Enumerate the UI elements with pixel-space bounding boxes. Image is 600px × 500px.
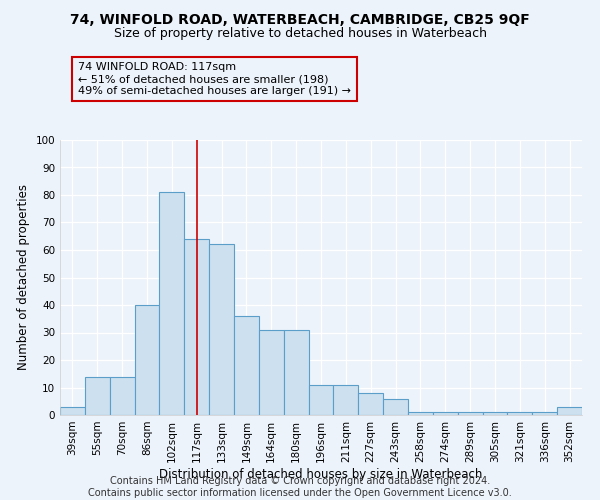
Bar — [557, 407, 582, 415]
Y-axis label: Number of detached properties: Number of detached properties — [17, 184, 30, 370]
Bar — [508, 412, 532, 415]
Text: 74 WINFOLD ROAD: 117sqm
← 51% of detached houses are smaller (198)
49% of semi-d: 74 WINFOLD ROAD: 117sqm ← 51% of detache… — [78, 62, 351, 96]
Bar — [284, 330, 308, 415]
Text: Contains HM Land Registry data © Crown copyright and database right 2024.
Contai: Contains HM Land Registry data © Crown c… — [88, 476, 512, 498]
Bar — [110, 376, 134, 415]
Bar — [408, 412, 433, 415]
Bar — [334, 385, 358, 415]
Bar — [160, 192, 184, 415]
Bar — [532, 412, 557, 415]
Bar — [184, 239, 209, 415]
Bar — [85, 376, 110, 415]
Bar — [482, 412, 508, 415]
Bar — [60, 407, 85, 415]
Bar — [383, 398, 408, 415]
Bar — [458, 412, 482, 415]
Bar — [134, 305, 160, 415]
Bar — [259, 330, 284, 415]
Bar — [209, 244, 234, 415]
Text: Size of property relative to detached houses in Waterbeach: Size of property relative to detached ho… — [113, 28, 487, 40]
X-axis label: Distribution of detached houses by size in Waterbeach: Distribution of detached houses by size … — [160, 468, 482, 480]
Bar — [234, 316, 259, 415]
Bar — [308, 385, 334, 415]
Bar — [358, 393, 383, 415]
Text: 74, WINFOLD ROAD, WATERBEACH, CAMBRIDGE, CB25 9QF: 74, WINFOLD ROAD, WATERBEACH, CAMBRIDGE,… — [70, 12, 530, 26]
Bar — [433, 412, 458, 415]
